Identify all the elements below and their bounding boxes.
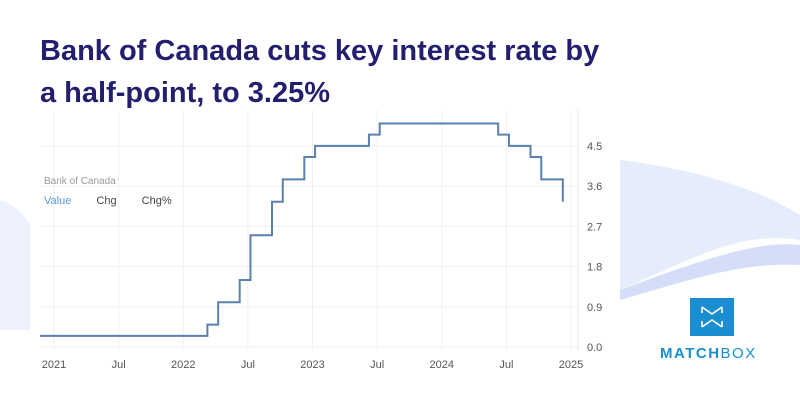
x-tick-label: 2025 bbox=[559, 359, 583, 371]
brand-name: MATCHBOX bbox=[660, 345, 757, 362]
matchbox-logo-icon bbox=[690, 298, 734, 336]
y-tick-label: 1.8 bbox=[587, 262, 602, 274]
x-tick-label: Jul bbox=[370, 359, 384, 371]
tab-chg-pct[interactable]: Chg% bbox=[141, 195, 172, 207]
tab-value[interactable]: Value bbox=[44, 195, 72, 207]
x-tick-label: Jul bbox=[499, 359, 513, 371]
y-tick-label: 3.6 bbox=[587, 181, 602, 193]
series-line bbox=[40, 122, 564, 337]
y-tick-label: 2.7 bbox=[587, 221, 602, 233]
y-tick-label: 0.0 bbox=[587, 342, 602, 354]
x-tick-label: Jul bbox=[241, 359, 255, 371]
x-tick-label: 2022 bbox=[171, 359, 195, 371]
tab-chg[interactable]: Chg bbox=[96, 195, 117, 207]
x-tick-label: 2021 bbox=[42, 359, 66, 371]
y-tick-label: 4.5 bbox=[587, 141, 602, 153]
x-tick-label: Jul bbox=[112, 359, 126, 371]
x-tick-label: 2023 bbox=[300, 359, 324, 371]
page-title: Bank of Canada cuts key interest rate by… bbox=[40, 35, 600, 109]
legend-source: Bank of Canada bbox=[44, 176, 116, 187]
legend-tabs: Value Chg Chg% bbox=[44, 195, 194, 207]
y-tick-label: 0.9 bbox=[587, 302, 602, 314]
x-tick-label: 2024 bbox=[430, 359, 454, 371]
